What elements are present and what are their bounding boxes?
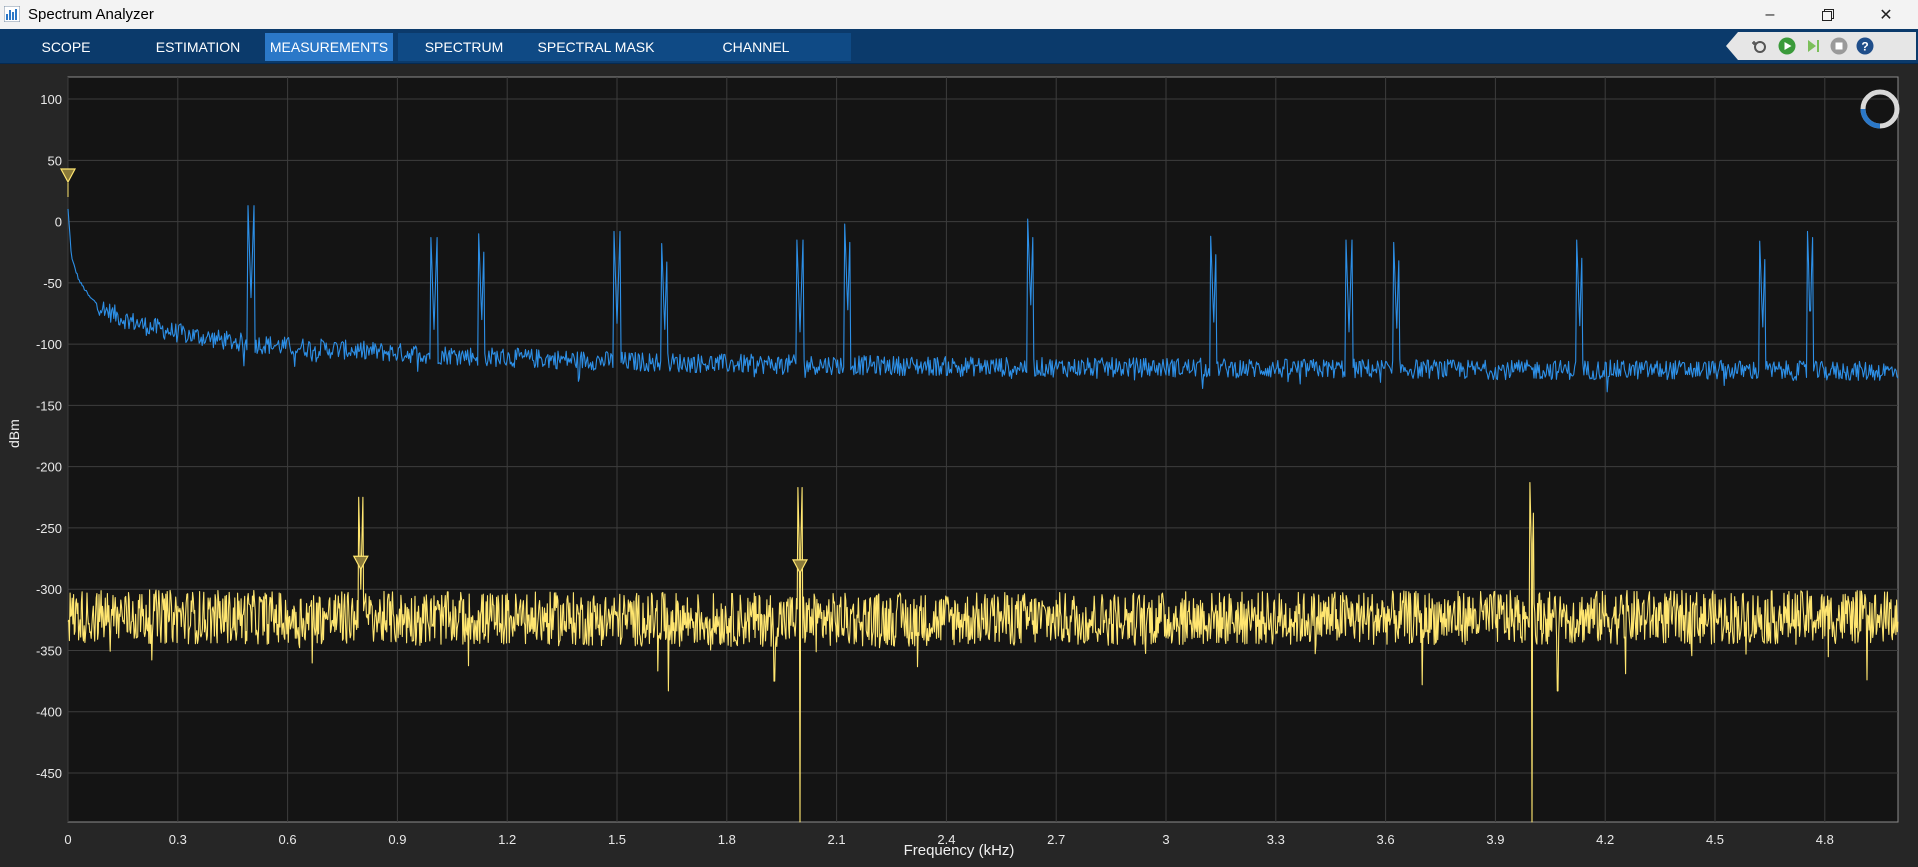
y-tick-label: -200 — [36, 460, 62, 475]
help-icon[interactable]: ? — [1856, 37, 1874, 55]
tab-spectral-mask[interactable]: SPECTRAL MASK — [537, 39, 655, 55]
x-tick-label: 3.3 — [1267, 832, 1285, 847]
y-tick-label: -250 — [36, 521, 62, 536]
y-tick-label: -350 — [36, 643, 62, 658]
y-tick-label: 0 — [55, 215, 62, 230]
run-icon[interactable] — [1778, 37, 1796, 55]
x-tick-label: 0 — [64, 832, 71, 847]
x-tick-label: 2.4 — [937, 832, 955, 847]
step-forward-icon[interactable] — [1804, 37, 1822, 55]
tab-scope[interactable]: SCOPE — [41, 39, 91, 55]
x-tick-label: 0.3 — [169, 832, 187, 847]
x-tick-label: 1.8 — [718, 832, 736, 847]
busy-indicator-arc — [1860, 108, 1881, 129]
spectrum-app-icon — [4, 6, 20, 22]
y-tick-label: -50 — [43, 276, 62, 291]
x-tick-label: 4.2 — [1596, 832, 1614, 847]
spectrum-chart[interactable]: 0 0.3 0.6 0.9 1.2 1.5 1.8 2.1 2.4 2.7 3 3.3 3.6 3.9 4.… — [0, 64, 1918, 867]
series-2-line[interactable] — [67, 482, 1899, 823]
plot-axes[interactable] — [67, 76, 1899, 823]
y-tick-label: -400 — [36, 705, 62, 720]
x-tick-label: 3.6 — [1377, 832, 1395, 847]
x-tick-label: 2.1 — [828, 832, 846, 847]
restore-icon[interactable] — [1805, 0, 1851, 29]
stop-icon[interactable] — [1830, 37, 1848, 55]
x-axis-label: Frequency (kHz) — [903, 842, 1015, 859]
plot-panel: 0 0.3 0.6 0.9 1.2 1.5 1.8 2.1 2.4 2.7 3 3.3 3.6 3.9 4.… — [0, 64, 1918, 867]
title-bar: Spectrum Analyzer – ✕ — [0, 0, 1918, 29]
y-tick-label: 50 — [48, 153, 62, 168]
y-tick-label: -150 — [36, 398, 62, 413]
x-tick-label: 2.7 — [1047, 832, 1065, 847]
minimize-icon[interactable]: – — [1765, 5, 1775, 23]
snapshot-icon[interactable] — [1750, 37, 1768, 55]
y-tick-label: -450 — [36, 766, 62, 781]
tab-measurements[interactable]: MEASUREMENTS — [265, 33, 393, 61]
tab-spectrum[interactable]: SPECTRUM — [424, 39, 504, 55]
x-tick-label: 4.8 — [1816, 832, 1834, 847]
x-tick-label: 0.6 — [279, 832, 297, 847]
svg-text:?: ? — [1861, 40, 1868, 54]
x-tick-label: 0.9 — [388, 832, 406, 847]
x-tick-label: 3 — [1162, 832, 1169, 847]
peak-marker[interactable] — [352, 555, 369, 571]
tab-channel-measurements[interactable]: CHANNEL MEASUREMENTS — [697, 39, 815, 83]
y-tick-label: -300 — [36, 582, 62, 597]
peak-marker[interactable] — [59, 168, 77, 184]
y-tick-label: 100 — [40, 92, 62, 107]
peak-marker[interactable] — [791, 559, 809, 575]
x-tick-label: 1.2 — [498, 832, 516, 847]
x-tick-label: 3.9 — [1486, 832, 1504, 847]
y-tick-label: -100 — [36, 337, 62, 352]
window-title: Spectrum Analyzer — [28, 6, 154, 23]
close-icon[interactable]: ✕ — [1879, 6, 1893, 24]
measurements-tab-group — [398, 33, 851, 61]
x-tick-label: 4.5 — [1706, 832, 1724, 847]
series-1-line[interactable] — [67, 205, 1899, 393]
tab-estimation[interactable]: ESTIMATION — [155, 39, 241, 55]
simulation-controls: ? — [1726, 32, 1916, 60]
y-axis-label: dBm — [6, 419, 22, 448]
x-tick-label: 1.5 — [608, 832, 626, 847]
toolstrip: SCOPE ESTIMATION MEASUREMENTS SPECTRUM S… — [0, 29, 1918, 83]
